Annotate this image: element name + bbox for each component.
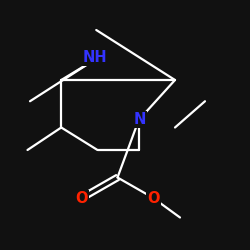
Text: O: O	[76, 191, 88, 206]
Text: O: O	[147, 191, 160, 206]
Text: NH: NH	[83, 50, 107, 65]
Text: N: N	[133, 112, 146, 127]
